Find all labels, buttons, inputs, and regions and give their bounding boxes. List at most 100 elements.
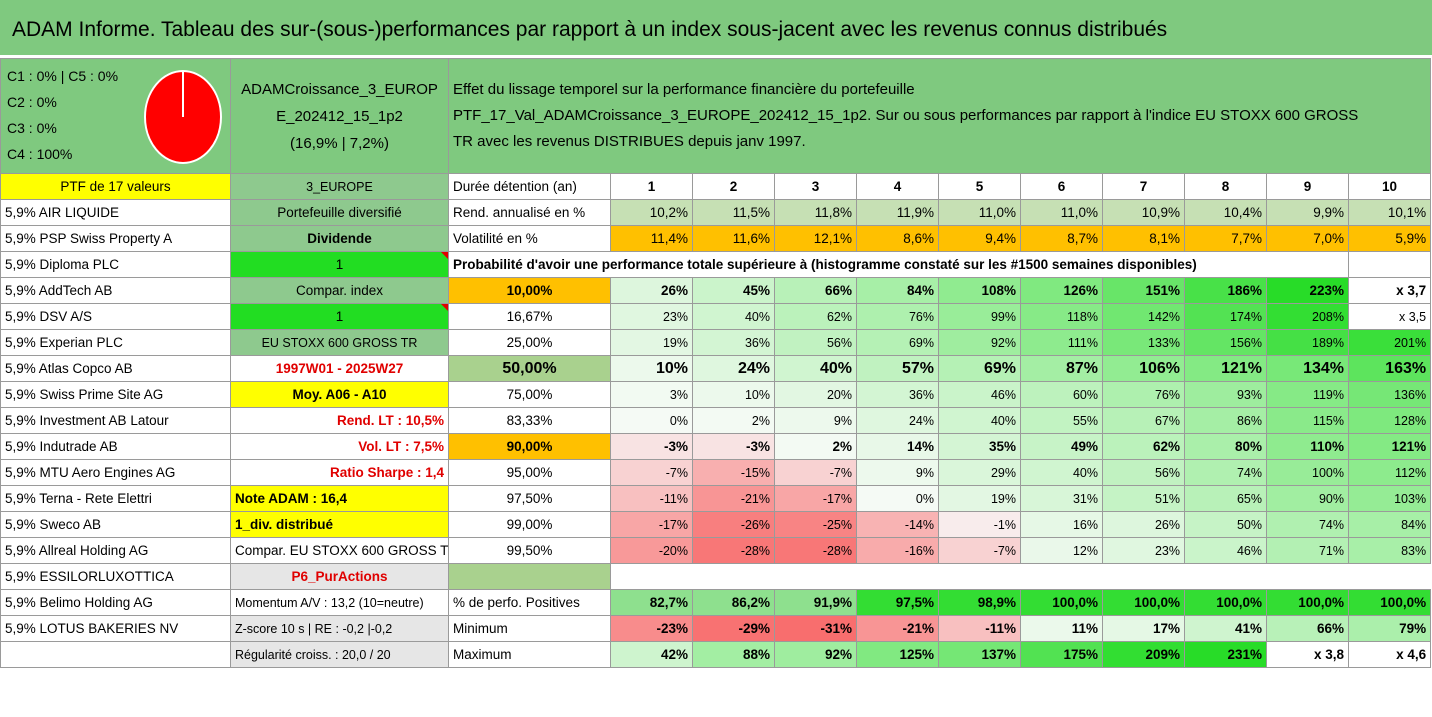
minimum-cell[interactable]: -29% xyxy=(692,615,775,642)
positive-share-label[interactable]: % de perfo. Positives xyxy=(448,589,611,616)
performance-cell[interactable]: 112% xyxy=(1347,459,1432,486)
year-header[interactable]: 1 xyxy=(610,173,693,200)
performance-cell[interactable]: 40% xyxy=(938,407,1021,434)
minimum-cell[interactable]: -23% xyxy=(610,615,693,642)
performance-cell[interactable]: -16% xyxy=(856,537,939,564)
performance-cell[interactable]: 3% xyxy=(610,381,693,408)
performance-cell[interactable]: x 3,7 xyxy=(1347,277,1432,304)
positive-share-cell[interactable]: 100,0% xyxy=(1102,589,1185,616)
probability-level[interactable]: 99,00% xyxy=(448,511,611,538)
performance-cell[interactable]: 45% xyxy=(692,277,775,304)
class-summary-cell[interactable]: C1 : 0% | C5 : 0% C2 : 0% C3 : 0% C4 : 100% xyxy=(0,58,231,174)
info-cell[interactable]: Ratio Sharpe : 1,4 xyxy=(230,459,449,486)
performance-cell[interactable]: 36% xyxy=(856,381,939,408)
performance-cell[interactable]: 121% xyxy=(1347,433,1432,460)
holding-label[interactable]: 5,9% Investment AB Latour xyxy=(0,407,231,434)
performance-cell[interactable]: 106% xyxy=(1102,355,1185,382)
annual-return-cell[interactable]: 11,9% xyxy=(856,199,939,226)
maximum-cell[interactable]: 92% xyxy=(774,641,857,668)
performance-cell[interactable]: 35% xyxy=(938,433,1021,460)
info-cell[interactable]: Compar. index xyxy=(230,277,449,304)
probability-title[interactable]: Probabilité d'avoir une performance tota… xyxy=(448,251,1349,278)
performance-cell[interactable]: 26% xyxy=(1102,511,1185,538)
performance-cell[interactable]: -11% xyxy=(610,485,693,512)
performance-cell[interactable]: 69% xyxy=(938,355,1021,382)
performance-cell[interactable]: 29% xyxy=(938,459,1021,486)
annual-return-cell[interactable]: 10,9% xyxy=(1102,199,1185,226)
maximum-cell[interactable]: 125% xyxy=(856,641,939,668)
probability-level[interactable]: 10,00% xyxy=(448,277,611,304)
minimum-cell[interactable]: 17% xyxy=(1102,615,1185,642)
performance-cell[interactable]: 26% xyxy=(610,277,693,304)
performance-cell[interactable]: -26% xyxy=(692,511,775,538)
minimum-cell[interactable]: 66% xyxy=(1266,615,1349,642)
probability-level[interactable]: 50,00% xyxy=(448,355,611,382)
volatility-cell[interactable]: 8,6% xyxy=(856,225,939,252)
maximum-cell[interactable]: 231% xyxy=(1184,641,1267,668)
holding-label[interactable]: 5,9% AddTech AB xyxy=(0,277,231,304)
performance-cell[interactable]: 208% xyxy=(1266,303,1349,330)
performance-cell[interactable]: -15% xyxy=(692,459,775,486)
performance-cell[interactable]: 121% xyxy=(1184,355,1267,382)
performance-cell[interactable]: 174% xyxy=(1184,303,1267,330)
performance-cell[interactable]: 163% xyxy=(1347,355,1432,382)
info-cell[interactable]: Portefeuille diversifié xyxy=(230,199,449,226)
volatility-cell[interactable]: 11,4% xyxy=(610,225,693,252)
annual-return-cell[interactable]: 11,0% xyxy=(938,199,1021,226)
year-header[interactable]: 6 xyxy=(1020,173,1103,200)
performance-cell[interactable]: 136% xyxy=(1347,381,1432,408)
performance-cell[interactable]: -3% xyxy=(692,433,775,460)
performance-cell[interactable]: 83% xyxy=(1347,537,1432,564)
probability-level[interactable]: 83,33% xyxy=(448,407,611,434)
performance-cell[interactable]: 76% xyxy=(1102,381,1185,408)
info-cell[interactable]: 1997W01 - 2025W27 xyxy=(230,355,449,382)
annual-return-label[interactable]: Rend. annualisé en % xyxy=(448,199,611,226)
performance-cell[interactable]: 56% xyxy=(1102,459,1185,486)
volatility-cell[interactable]: 7,0% xyxy=(1266,225,1349,252)
info-cell[interactable]: 1 xyxy=(230,303,449,330)
empty-cell[interactable] xyxy=(610,563,1431,590)
performance-cell[interactable]: -14% xyxy=(856,511,939,538)
performance-cell[interactable]: 115% xyxy=(1266,407,1349,434)
positive-share-cell[interactable]: 100,0% xyxy=(1020,589,1103,616)
performance-cell[interactable]: 16% xyxy=(1020,511,1103,538)
holding-label[interactable]: 5,9% Indutrade AB xyxy=(0,433,231,460)
positive-share-cell[interactable]: 100,0% xyxy=(1347,589,1432,616)
portfolio-name-cell[interactable]: ADAMCroissance_3_EUROP E_202412_15_1p2 (16… xyxy=(230,58,449,174)
volatility-cell[interactable]: 5,9% xyxy=(1347,225,1432,252)
performance-cell[interactable]: 62% xyxy=(1102,433,1185,460)
maximum-cell[interactable]: 42% xyxy=(610,641,693,668)
annual-return-cell[interactable]: 10,1% xyxy=(1347,199,1432,226)
performance-cell[interactable]: -25% xyxy=(774,511,857,538)
info-cell[interactable]: Vol. LT : 7,5% xyxy=(230,433,449,460)
performance-cell[interactable]: -17% xyxy=(610,511,693,538)
holding-label[interactable]: 5,9% Experian PLC xyxy=(0,329,231,356)
volatility-cell[interactable]: 8,1% xyxy=(1102,225,1185,252)
performance-cell[interactable]: 76% xyxy=(856,303,939,330)
annual-return-cell[interactable]: 11,8% xyxy=(774,199,857,226)
performance-cell[interactable]: 19% xyxy=(938,485,1021,512)
performance-cell[interactable]: -7% xyxy=(938,537,1021,564)
holding-label[interactable]: 5,9% ESSILORLUXOTTICA xyxy=(0,563,231,590)
holding-label[interactable]: 5,9% Allreal Holding AG xyxy=(0,537,231,564)
minimum-cell[interactable]: -11% xyxy=(938,615,1021,642)
performance-cell[interactable]: 156% xyxy=(1184,329,1267,356)
performance-cell[interactable]: 14% xyxy=(856,433,939,460)
performance-cell[interactable]: 126% xyxy=(1020,277,1103,304)
performance-cell[interactable]: -21% xyxy=(692,485,775,512)
performance-cell[interactable]: 134% xyxy=(1266,355,1349,382)
annual-return-cell[interactable]: 11,0% xyxy=(1020,199,1103,226)
empty-cell[interactable] xyxy=(1347,251,1432,278)
performance-cell[interactable]: 46% xyxy=(1184,537,1267,564)
holding-label[interactable]: 5,9% Swiss Prime Site AG xyxy=(0,381,231,408)
performance-cell[interactable]: -28% xyxy=(692,537,775,564)
description-cell[interactable]: Effet du lissage temporel sur la perform… xyxy=(447,58,1432,174)
positive-share-cell[interactable]: 98,9% xyxy=(938,589,1021,616)
maximum-cell[interactable]: 175% xyxy=(1020,641,1103,668)
performance-cell[interactable]: -1% xyxy=(938,511,1021,538)
positive-share-cell[interactable]: 86,2% xyxy=(692,589,775,616)
probability-level[interactable]: 97,50% xyxy=(448,485,611,512)
performance-cell[interactable]: 60% xyxy=(1020,381,1103,408)
performance-cell[interactable]: 2% xyxy=(774,433,857,460)
maximum-cell[interactable]: 137% xyxy=(938,641,1021,668)
